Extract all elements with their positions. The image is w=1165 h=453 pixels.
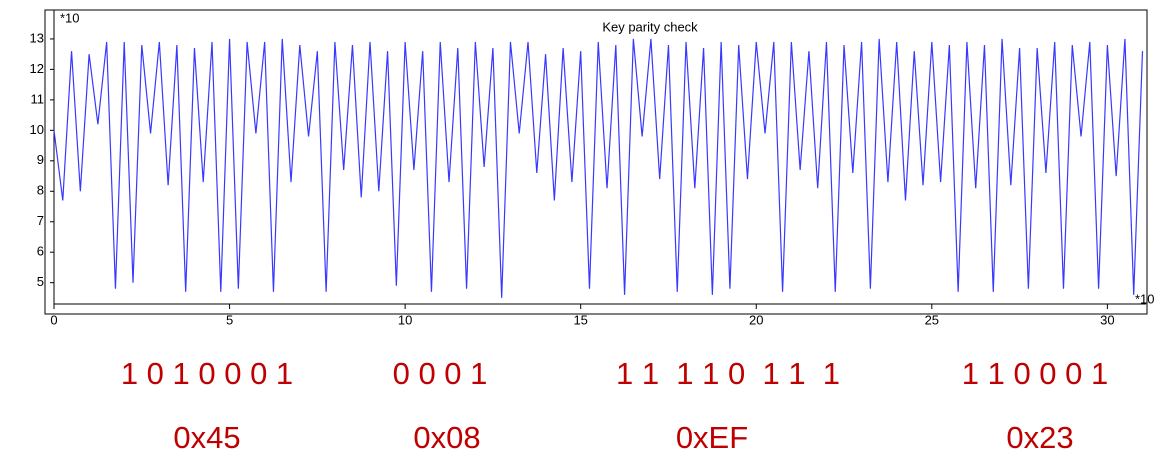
bit-group: 1 1 0 0 0 1	[962, 356, 1109, 391]
x-tick-label: 0	[50, 312, 57, 327]
y-tick-label: 6	[37, 244, 44, 259]
x-axis-label: *10	[1135, 291, 1155, 306]
hex-value: 0x23	[1006, 420, 1073, 453]
y-tick-label: 5	[37, 274, 44, 289]
plot-frame	[44, 9, 1148, 315]
bit-group: 0 0 0 1	[393, 356, 488, 391]
x-tick-label: 10	[398, 312, 412, 327]
x-tick-label: 25	[925, 312, 939, 327]
bit-group: 1 1 1 1 0 1 1 1	[616, 356, 840, 391]
y-axis-label: *10	[60, 10, 80, 25]
y-tick-label: 9	[37, 152, 44, 167]
y-tick-label: 12	[30, 61, 44, 76]
x-tick-label: 30	[1100, 312, 1114, 327]
hex-value: 0x45	[173, 420, 240, 453]
hex-value: 0x08	[413, 420, 480, 453]
y-tick-label: 10	[30, 122, 44, 137]
data-line	[53, 38, 1144, 298]
x-tick-label: 5	[226, 312, 233, 327]
y-tick-label: 7	[37, 213, 44, 228]
x-tick-label: 20	[749, 312, 763, 327]
hex-value: 0xEF	[676, 420, 748, 453]
y-tick-label: 13	[30, 30, 44, 45]
y-tick-label: 11	[31, 91, 45, 106]
bit-group: 1 0 1 0 0 0 1	[121, 356, 293, 391]
x-tick-label: 15	[573, 312, 587, 327]
y-tick-label: 8	[37, 183, 44, 198]
chart-title: Key parity check	[602, 19, 698, 34]
